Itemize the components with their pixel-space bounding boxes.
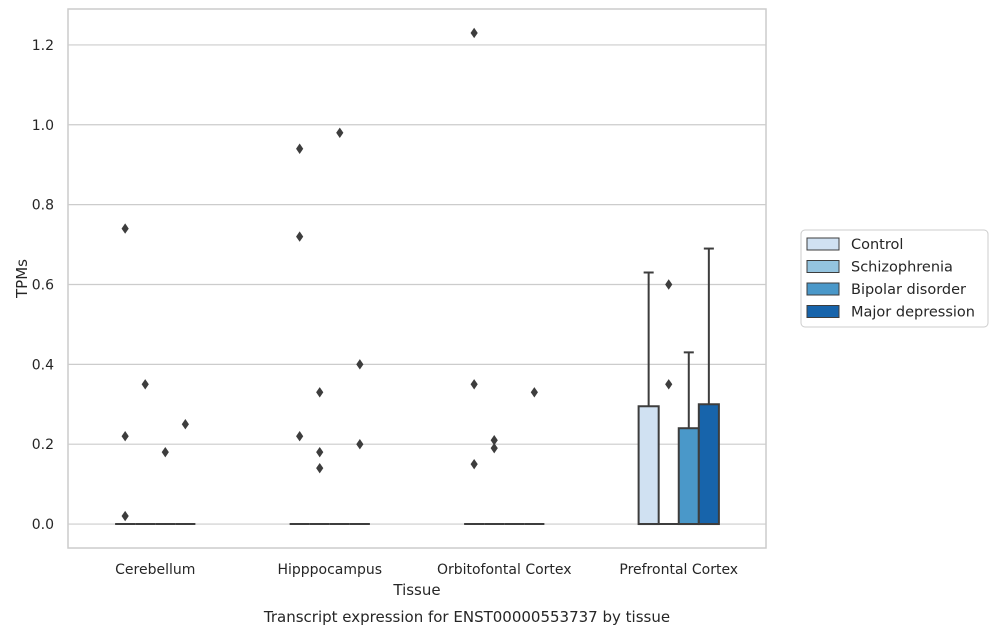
y-tick-labels: 0.0 0.2 0.4 0.6 0.8 1.0 1.2 — [32, 38, 54, 533]
legend-swatch — [806, 237, 840, 251]
x-tick-label: Orbitofontal Cortex — [437, 562, 572, 578]
legend-item: Major depression — [806, 305, 975, 321]
y-tick-label: 0.6 — [32, 277, 54, 293]
outliers — [121, 27, 673, 522]
outlier-point — [121, 431, 129, 442]
x-tick-label: Cerebellum — [115, 562, 195, 578]
plot-frame — [67, 8, 767, 549]
outlier-point — [665, 379, 673, 390]
box-rect — [697, 403, 720, 526]
outlier-point — [336, 127, 344, 138]
legend-swatch — [806, 260, 840, 273]
legend-swatch — [806, 282, 840, 296]
boxes — [115, 247, 720, 526]
outlier-point — [470, 379, 478, 390]
chart-title: Transcript expression for ENST0000055373… — [263, 608, 670, 626]
outlier-point — [356, 359, 364, 370]
legend-label: Bipolar disorder — [851, 282, 966, 298]
y-tick-label: 1.2 — [32, 38, 54, 54]
legend: Control Schizophrenia Bipolar disorder Majo… — [800, 229, 989, 328]
legend-label: Major depression — [851, 305, 975, 321]
legend-frame — [800, 229, 989, 328]
y-tick-label: 0.0 — [32, 517, 54, 533]
y-tick-label: 0.8 — [32, 198, 54, 214]
outlier-point — [490, 442, 498, 454]
outlier-point — [181, 419, 189, 430]
legend-label: Schizophrenia — [851, 260, 953, 276]
outlier-point — [296, 431, 304, 442]
y-tick-label: 0.4 — [32, 357, 54, 373]
outlier-point — [530, 387, 538, 398]
x-tick-label: Hipppocampus — [277, 562, 382, 578]
x-axis-label: Tissue — [392, 581, 440, 599]
outlier-point — [121, 510, 129, 522]
outlier-point — [490, 435, 498, 446]
legend-label: Control — [851, 237, 903, 253]
box-rect — [637, 405, 660, 526]
outlier-point — [121, 223, 129, 234]
legend-item: Schizophrenia — [806, 260, 953, 276]
legend-item: Control — [806, 237, 903, 253]
outlier-point — [316, 462, 324, 474]
x-tick-labels: Cerebellum Hipppocampus Orbitofontal Corte… — [115, 562, 738, 578]
y-tick-label: 0.2 — [32, 437, 54, 453]
x-tick-label: Prefrontal Cortex — [619, 562, 738, 578]
grid-lines — [68, 44, 766, 525]
legend-item: Bipolar disorder — [806, 282, 966, 298]
box-major-depression — [697, 247, 720, 526]
outlier-point — [141, 379, 149, 390]
outlier-point — [161, 446, 169, 458]
outlier-point — [296, 143, 304, 154]
outlier-point — [316, 446, 324, 458]
outlier-point — [665, 279, 673, 290]
outlier-point — [470, 458, 478, 470]
outlier-point — [316, 387, 324, 398]
y-tick-label: 1.0 — [32, 118, 54, 134]
y-axis-label: TPMs — [13, 259, 31, 299]
box-bipolar-disorder — [677, 351, 700, 526]
outlier-point — [296, 231, 304, 242]
outlier-point — [356, 438, 364, 450]
box-control — [637, 271, 660, 526]
outlier-point — [470, 27, 478, 39]
legend-swatch — [806, 305, 840, 318]
box-rect — [677, 427, 700, 526]
